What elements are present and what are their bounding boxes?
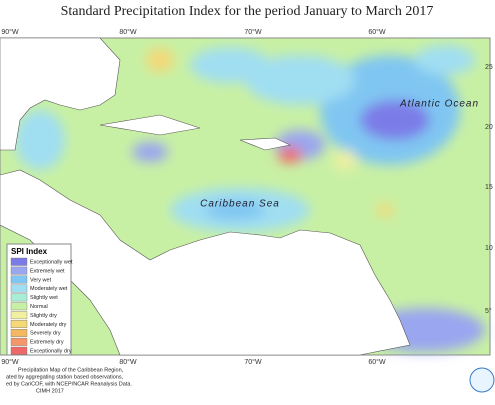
legend-label: Very wet [30, 277, 52, 283]
ocean-label: Atlantic Ocean [399, 99, 479, 110]
credit-line: ated by aggregating station based observ… [6, 374, 124, 380]
land [0, 37, 411, 356]
latitude-label: 5° [485, 307, 492, 315]
credits: Precipitation Map of the Caribbean Regio… [6, 367, 132, 394]
latitude-label: 25 [485, 64, 493, 71]
longitude-label: 70°W [244, 358, 262, 366]
credit-line: ed by CariCOF, with NCEP/NCAR Reanalysis… [6, 381, 132, 387]
legend-label: Extremely dry [30, 340, 64, 346]
credit-line: CIMH 2017 [36, 388, 64, 394]
legend-label: Exceptionally dry [30, 348, 72, 354]
longitude-label: 60°W [368, 358, 386, 366]
legend-swatch [10, 329, 28, 337]
latitude-label: 10 [485, 245, 493, 252]
legend-label: Moderately wet [30, 286, 68, 292]
legend-swatch [10, 266, 28, 275]
legend-label: Slightly dry [30, 313, 57, 319]
latitude-labels: 25 20 15 10 5° [485, 64, 493, 315]
legend-label: Normal [30, 304, 48, 310]
longitude-label: 80°W [119, 358, 137, 366]
latitude-label: 20 [485, 124, 493, 131]
map-title: Standard Precipitation Index for the per… [61, 4, 434, 19]
legend-swatch [10, 284, 28, 293]
longitude-labels: 90°W 90°W 80°W 80°W 70°W 70°W 60°W 60°W [1, 28, 386, 366]
legend-label: Moderately dry [30, 322, 67, 328]
legend-swatch [10, 257, 28, 266]
longitude-label: 60°W [368, 28, 386, 36]
legend-swatch [10, 302, 28, 311]
longitude-label: 90°W [1, 358, 19, 366]
ocean-label: Caribbean Sea [200, 199, 280, 210]
latitude-label: 15 [485, 184, 493, 191]
legend-label: Exceptionally wet [30, 259, 73, 265]
legend-label: Slightly wet [30, 295, 58, 301]
legend-swatch [10, 293, 28, 302]
legend-swatch [10, 337, 28, 346]
legend-label: Extremely wet [30, 268, 65, 274]
legend-swatch [10, 346, 28, 355]
credit-line: Precipitation Map of the Caribbean Regio… [18, 367, 124, 373]
legend: SPI Index Exceptionally wet Extremely wet… [6, 243, 73, 356]
legend-label: Severely dry [30, 331, 61, 337]
logo [469, 367, 495, 393]
longitude-label: 70°W [244, 28, 262, 36]
legend-swatch [10, 275, 28, 284]
legend-title: SPI Index [11, 247, 48, 256]
longitude-label: 90°W [1, 28, 19, 36]
longitude-label: 80°W [119, 28, 137, 36]
legend-swatch [10, 311, 28, 320]
legend-swatch [10, 320, 28, 328]
